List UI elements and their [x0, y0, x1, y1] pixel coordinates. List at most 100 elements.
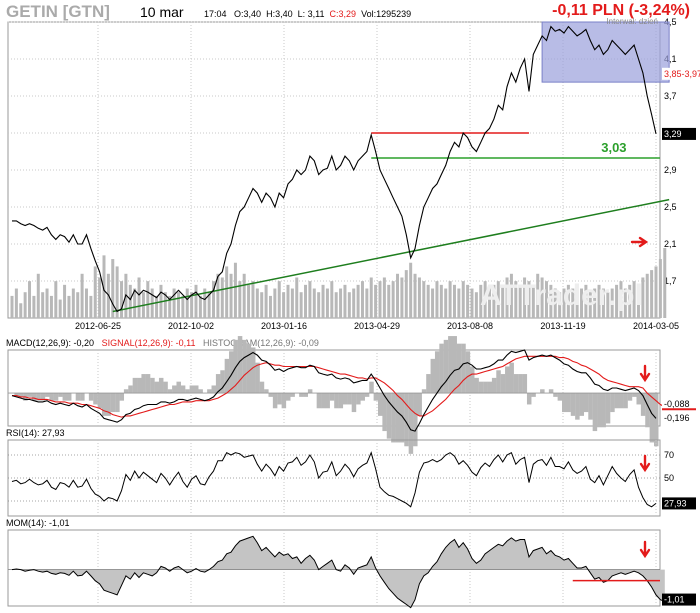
- histogram-bar: [483, 381, 488, 394]
- x-tick-label: 2013-11-19: [540, 321, 585, 331]
- macd-value-tag: -0,196: [662, 411, 696, 424]
- volume-bar: [360, 281, 364, 318]
- volume-bar: [663, 248, 667, 318]
- histogram-bar: [110, 393, 116, 413]
- y-tick-label: 4,5: [664, 17, 677, 27]
- volume-bar: [304, 284, 308, 318]
- histogram-bar: [478, 381, 484, 394]
- histogram-bar: [307, 389, 313, 394]
- histogram-bar: [601, 393, 606, 428]
- volume-bar: [396, 273, 400, 318]
- histogram-bar: [434, 351, 440, 394]
- histogram-bar: [614, 393, 620, 409]
- momentum-arrow: [639, 540, 651, 559]
- volume-bar: [120, 281, 124, 318]
- histogram-bar: [395, 393, 401, 443]
- histogram-bar: [137, 377, 142, 394]
- interval-label: Interwał: dzień: [606, 17, 658, 26]
- volume-bar: [409, 262, 413, 318]
- rsi-line: [11, 451, 657, 508]
- histogram-bar: [97, 393, 103, 409]
- histogram-bar: [194, 385, 199, 394]
- volume-bar: [45, 288, 49, 318]
- histogram-bar: [399, 393, 405, 443]
- histogram-bar: [645, 393, 650, 428]
- volume-bar: [636, 284, 640, 318]
- volume-bar: [216, 273, 220, 318]
- volume-bar: [457, 288, 461, 318]
- volume-bar: [10, 295, 14, 318]
- volume-bar: [325, 288, 329, 318]
- price-line: [12, 25, 657, 313]
- histogram-bar: [80, 393, 85, 401]
- histogram-bar: [513, 374, 519, 394]
- volume-bar: [488, 288, 492, 318]
- histogram-bar: [66, 393, 72, 401]
- histogram-bar: [75, 393, 81, 401]
- histogram-bar: [509, 362, 514, 394]
- histogram-bar: [597, 393, 602, 428]
- volume-bar: [23, 292, 27, 318]
- volume-bar: [277, 281, 281, 318]
- volume-bar: [330, 281, 334, 318]
- volume-bar: [571, 288, 575, 318]
- histogram-bar: [369, 381, 374, 394]
- histogram-bar: [531, 393, 536, 397]
- volume-bar: [67, 295, 71, 318]
- volume-bar: [452, 284, 456, 318]
- momentum-area: [12, 536, 665, 608]
- macd-panel: [7, 349, 661, 427]
- volume-bar: [181, 295, 185, 318]
- momentum-value-tag: -1,01: [662, 593, 696, 606]
- value-tag-text: 27,93: [664, 498, 687, 508]
- volume-bar: [593, 288, 597, 318]
- volume-bar: [483, 281, 487, 318]
- volume-bar: [448, 281, 452, 318]
- volume-bar: [536, 273, 540, 318]
- histogram-bar: [623, 393, 628, 409]
- volume-bar: [71, 288, 75, 318]
- volume-bar: [251, 281, 255, 318]
- histogram-bar: [115, 393, 120, 413]
- volume-bar: [321, 284, 325, 318]
- histogram-bar: [360, 393, 365, 401]
- volume-bar: [509, 273, 513, 318]
- histogram-bar: [88, 393, 94, 401]
- x-axis: 2012-06-25 2012-10-02 2013-01-16 2013-04-29…: [75, 321, 679, 331]
- histogram-bar: [49, 393, 54, 401]
- volume-bar: [58, 299, 62, 318]
- histogram-bar: [452, 336, 457, 394]
- histogram-bar: [264, 389, 269, 394]
- volume-bar: [260, 292, 264, 318]
- histogram-bar: [290, 393, 295, 397]
- histogram-bar: [268, 393, 273, 397]
- volume-bar: [632, 281, 636, 318]
- last-price-tag: 3,29: [662, 127, 696, 140]
- volume-bar: [470, 288, 474, 318]
- red-arrow-right: [630, 236, 649, 248]
- histogram-bar: [474, 377, 479, 394]
- histogram-bar: [321, 393, 326, 409]
- volume-bar: [255, 288, 259, 318]
- histogram-bar: [386, 393, 392, 439]
- histogram-bar: [364, 393, 370, 397]
- volume-bar: [163, 292, 167, 318]
- volume-bar: [400, 277, 404, 318]
- volume-bar: [89, 295, 93, 318]
- x-tick-label: 2014-03-05: [633, 321, 679, 331]
- histogram-bar: [237, 336, 243, 394]
- histogram-bar: [250, 347, 256, 394]
- rsi-tick-label: 70: [664, 450, 674, 460]
- volume-bar: [654, 266, 658, 318]
- histogram-bar: [583, 393, 589, 413]
- histogram-bar: [145, 374, 151, 394]
- histogram-bar: [207, 389, 212, 394]
- volume-bar: [268, 295, 272, 318]
- histogram-bar: [566, 393, 571, 413]
- volume-bar: [439, 284, 443, 318]
- x-tick-label: 2012-10-02: [168, 321, 214, 331]
- volume-bar: [378, 281, 382, 318]
- volume-bar: [242, 273, 246, 318]
- volume-bar: [623, 288, 627, 318]
- volume-bar: [137, 277, 141, 318]
